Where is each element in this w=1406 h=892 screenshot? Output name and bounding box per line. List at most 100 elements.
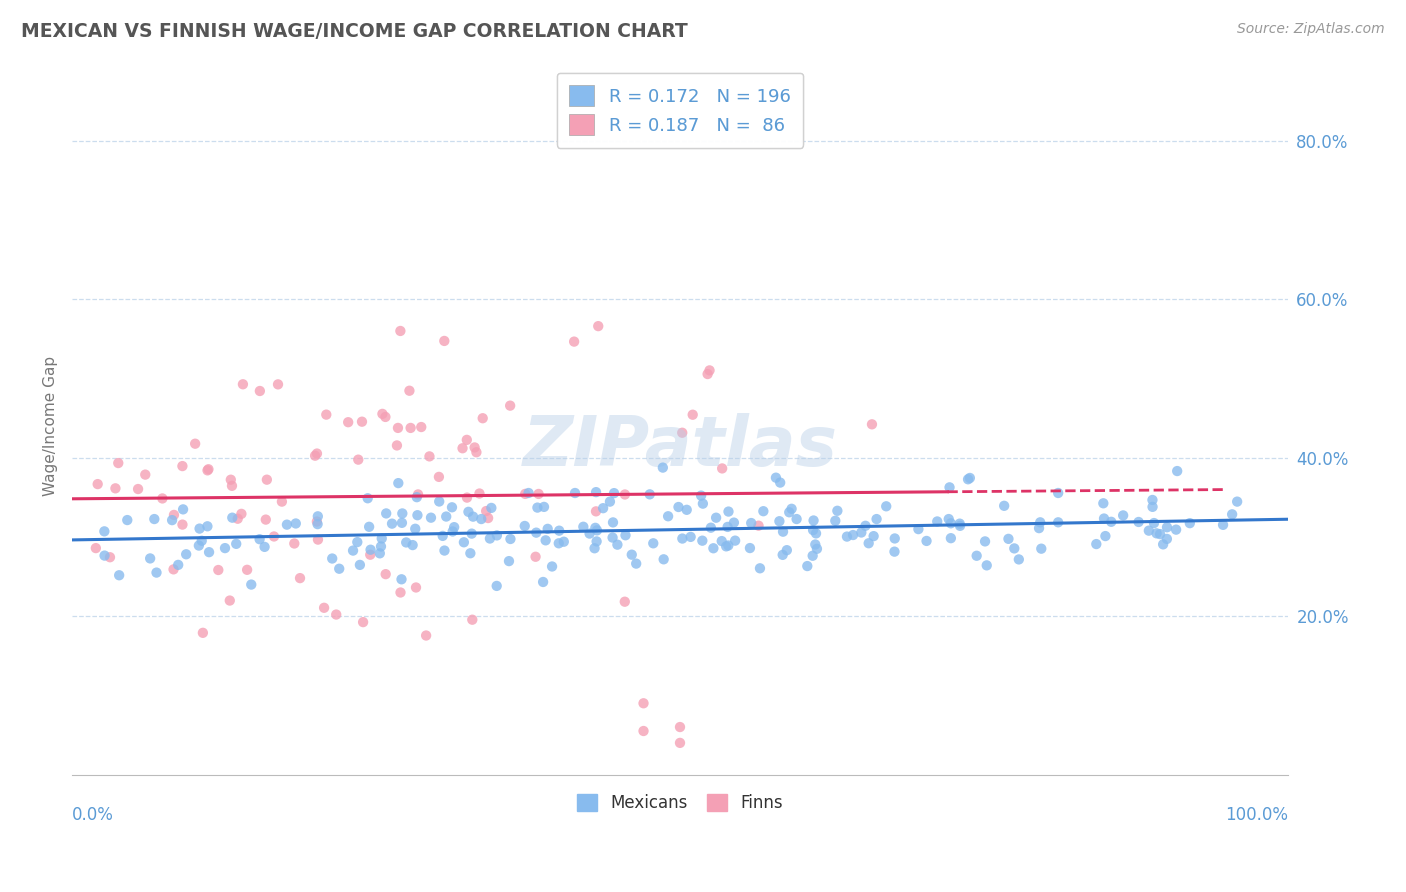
- Point: [907, 522, 929, 536]
- Point: [765, 471, 787, 485]
- Point: [668, 500, 690, 514]
- Point: [1166, 464, 1188, 478]
- Point: [86, 477, 108, 491]
- Point: [704, 510, 727, 524]
- Point: [671, 532, 693, 546]
- Point: [875, 500, 897, 514]
- Point: [305, 446, 328, 460]
- Point: [1028, 521, 1050, 535]
- Point: [174, 547, 197, 561]
- Point: [949, 516, 972, 531]
- Y-axis label: Wage/Income Gap: Wage/Income Gap: [44, 356, 58, 496]
- Point: [190, 533, 212, 548]
- Point: [700, 521, 723, 535]
- Point: [585, 534, 607, 549]
- Point: [307, 509, 329, 524]
- Point: [1142, 500, 1164, 514]
- Point: [717, 520, 740, 534]
- Point: [479, 500, 502, 515]
- Point: [346, 535, 368, 549]
- Point: [375, 507, 398, 521]
- Point: [1164, 523, 1187, 537]
- Point: [842, 528, 865, 542]
- Point: [134, 467, 156, 482]
- Point: [772, 524, 794, 539]
- Point: [127, 482, 149, 496]
- Point: [398, 384, 420, 398]
- Point: [321, 551, 343, 566]
- Point: [711, 461, 734, 475]
- Point: [328, 562, 350, 576]
- Point: [949, 519, 972, 533]
- Point: [470, 512, 492, 526]
- Point: [1085, 537, 1108, 551]
- Point: [84, 541, 107, 555]
- Point: [304, 449, 326, 463]
- Point: [249, 384, 271, 398]
- Point: [959, 471, 981, 485]
- Point: [405, 490, 427, 504]
- Point: [974, 534, 997, 549]
- Point: [360, 542, 382, 557]
- Point: [855, 518, 877, 533]
- Point: [172, 459, 194, 474]
- Point: [804, 537, 827, 551]
- Point: [939, 516, 962, 531]
- Point: [221, 510, 243, 524]
- Point: [572, 520, 595, 534]
- Point: [342, 543, 364, 558]
- Point: [527, 487, 550, 501]
- Point: [692, 533, 714, 548]
- Point: [1137, 524, 1160, 538]
- Point: [585, 504, 607, 518]
- Point: [915, 533, 938, 548]
- Point: [699, 363, 721, 377]
- Point: [633, 724, 655, 739]
- Point: [533, 500, 555, 514]
- Point: [391, 516, 413, 530]
- Point: [387, 421, 409, 435]
- Point: [1142, 492, 1164, 507]
- Text: Source: ZipAtlas.com: Source: ZipAtlas.com: [1237, 22, 1385, 37]
- Point: [347, 452, 370, 467]
- Point: [371, 407, 394, 421]
- Point: [485, 528, 508, 542]
- Point: [620, 548, 643, 562]
- Point: [337, 415, 360, 429]
- Point: [441, 524, 464, 539]
- Point: [1031, 541, 1053, 556]
- Point: [387, 476, 409, 491]
- Point: [671, 425, 693, 440]
- Point: [769, 475, 792, 490]
- Point: [167, 558, 190, 572]
- Point: [657, 509, 679, 524]
- Point: [420, 510, 443, 524]
- Point: [325, 607, 347, 622]
- Point: [389, 585, 412, 599]
- Point: [1220, 508, 1243, 522]
- Point: [740, 516, 762, 530]
- Point: [485, 579, 508, 593]
- Point: [938, 480, 960, 494]
- Point: [717, 505, 740, 519]
- Point: [267, 377, 290, 392]
- Point: [801, 549, 824, 563]
- Point: [786, 512, 808, 526]
- Point: [349, 558, 371, 572]
- Point: [399, 421, 422, 435]
- Point: [583, 541, 606, 556]
- Point: [804, 526, 827, 541]
- Point: [263, 529, 285, 543]
- Point: [385, 438, 408, 452]
- Point: [851, 525, 873, 540]
- Point: [256, 473, 278, 487]
- Point: [1143, 516, 1166, 530]
- Point: [464, 441, 486, 455]
- Point: [586, 524, 609, 538]
- Point: [214, 541, 236, 555]
- Point: [456, 491, 478, 505]
- Point: [515, 487, 537, 501]
- Point: [457, 505, 479, 519]
- Point: [614, 528, 637, 542]
- Point: [643, 536, 665, 550]
